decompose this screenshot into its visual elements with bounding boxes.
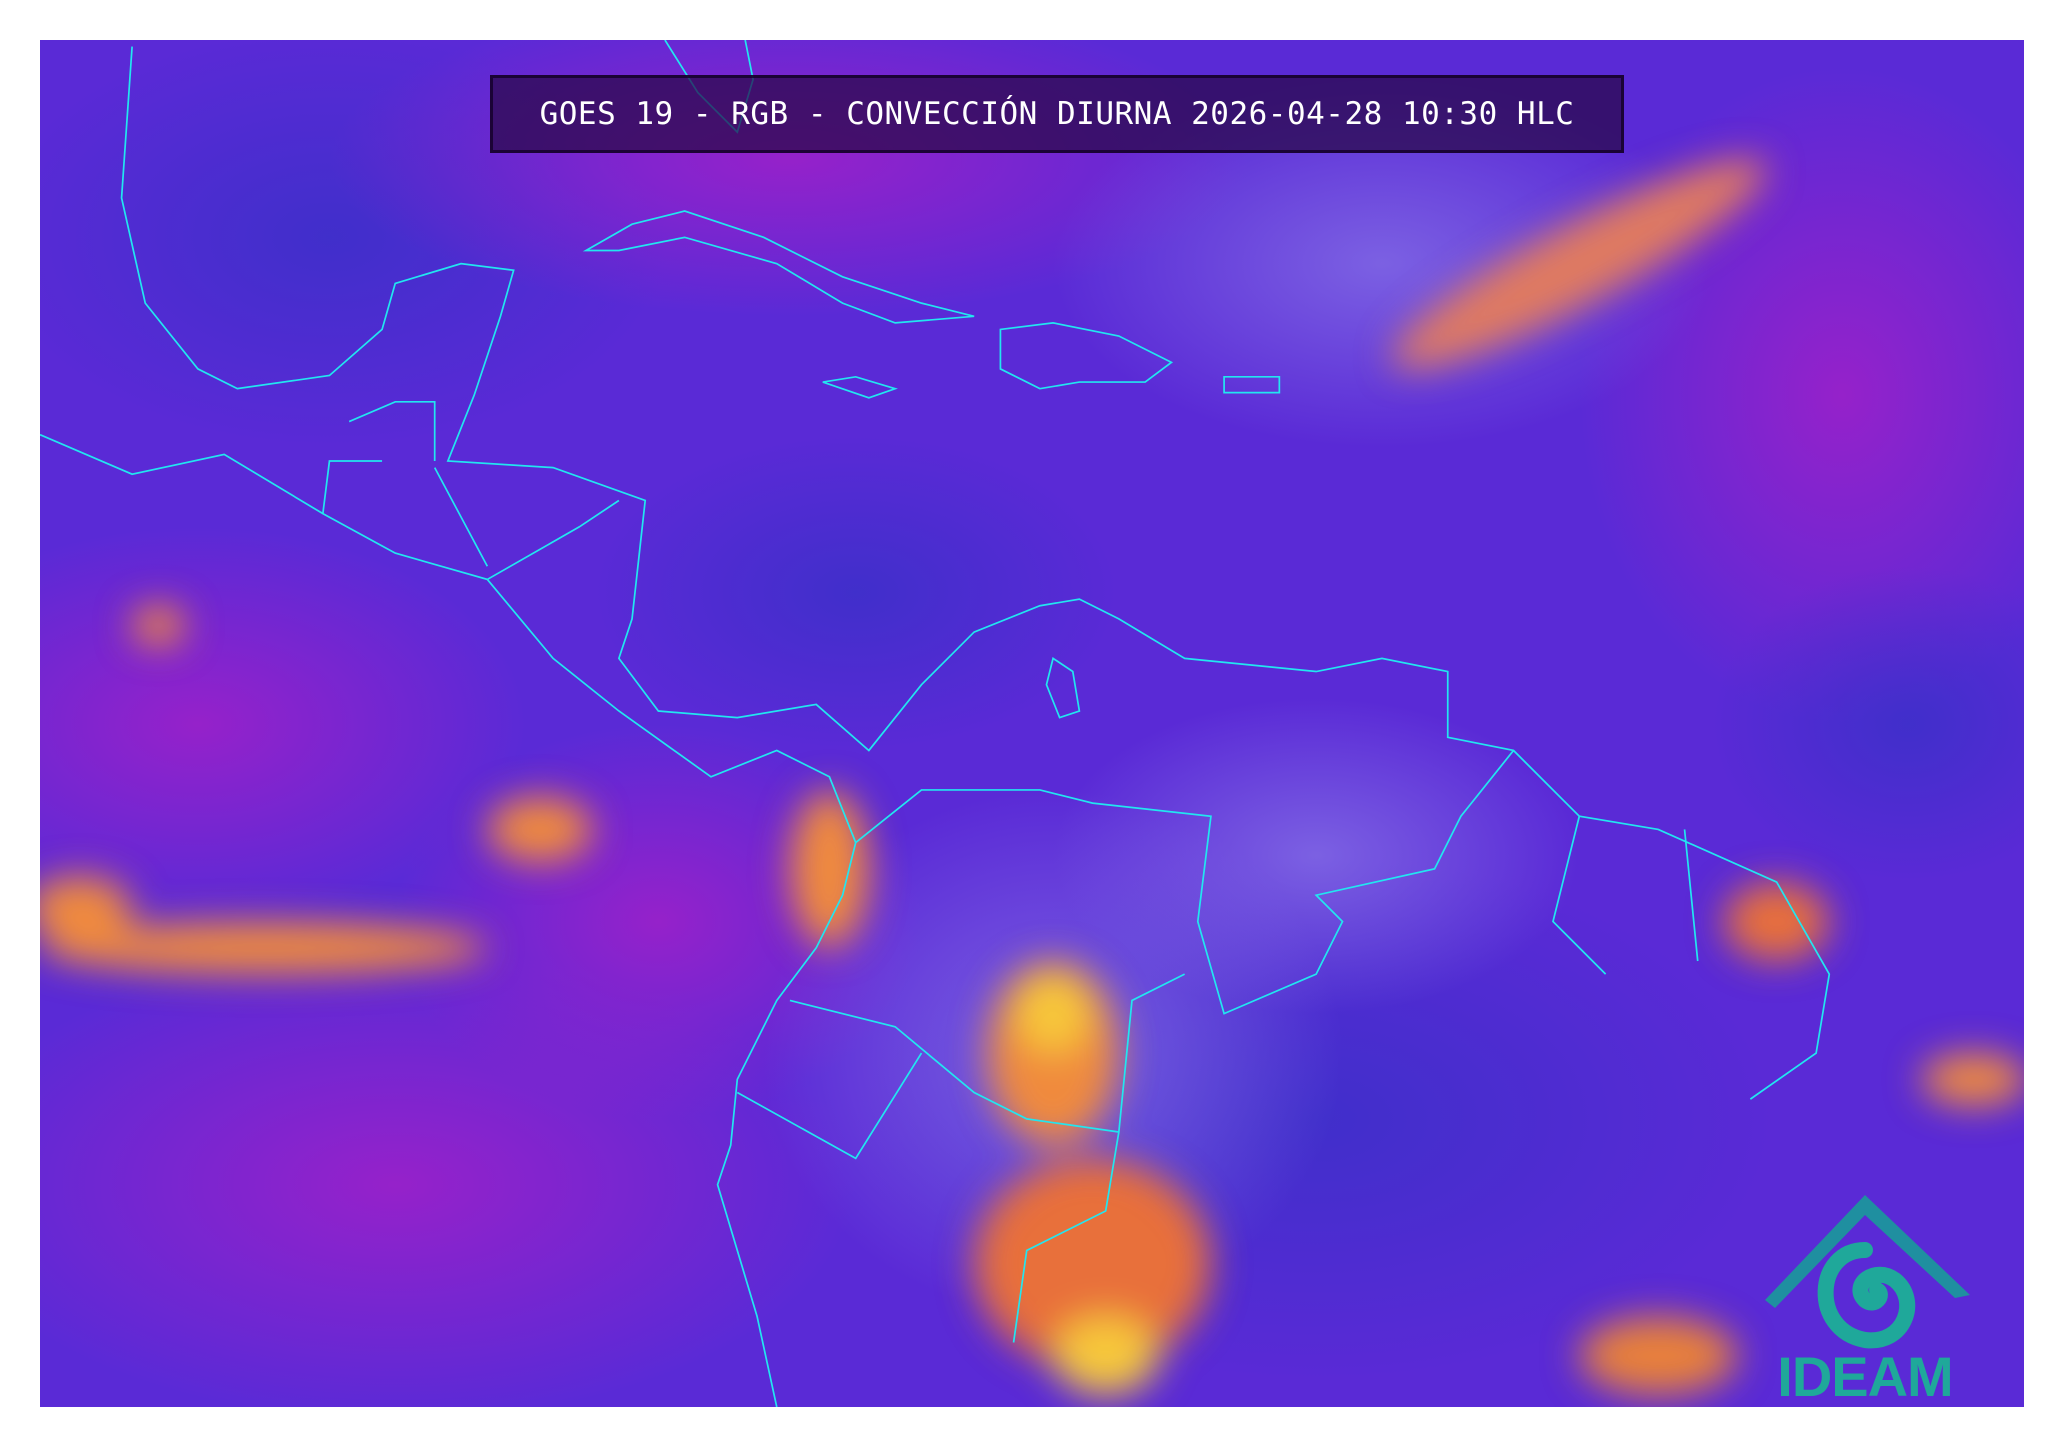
jamaica — [822, 375, 898, 399]
lake-maracaibo — [1045, 656, 1081, 719]
gulf-coast — [120, 46, 1831, 1100]
south-america-borders — [736, 749, 1699, 1343]
satellite-imagery — [40, 40, 2024, 1407]
title-banner: GOES 19 - RGB - CONVECCIÓN DIURNA 2026-0… — [490, 75, 1624, 153]
image-title: GOES 19 - RGB - CONVECCIÓN DIURNA 2026-0… — [539, 96, 1575, 132]
logo-text: IDEAM — [1777, 1345, 1953, 1407]
hispaniola — [999, 322, 1174, 390]
cuba — [582, 210, 975, 324]
puerto-rico — [1223, 375, 1281, 394]
satellite-map: GOES 19 - RGB - CONVECCIÓN DIURNA 2026-0… — [40, 40, 2024, 1407]
logo-emblem-icon — [1765, 1195, 1970, 1349]
convective-clouds — [40, 158, 2024, 1396]
central-america-borders — [322, 400, 620, 581]
pacific-coast — [40, 433, 857, 1407]
ideam-logo: IDEAM — [1755, 1180, 1975, 1405]
